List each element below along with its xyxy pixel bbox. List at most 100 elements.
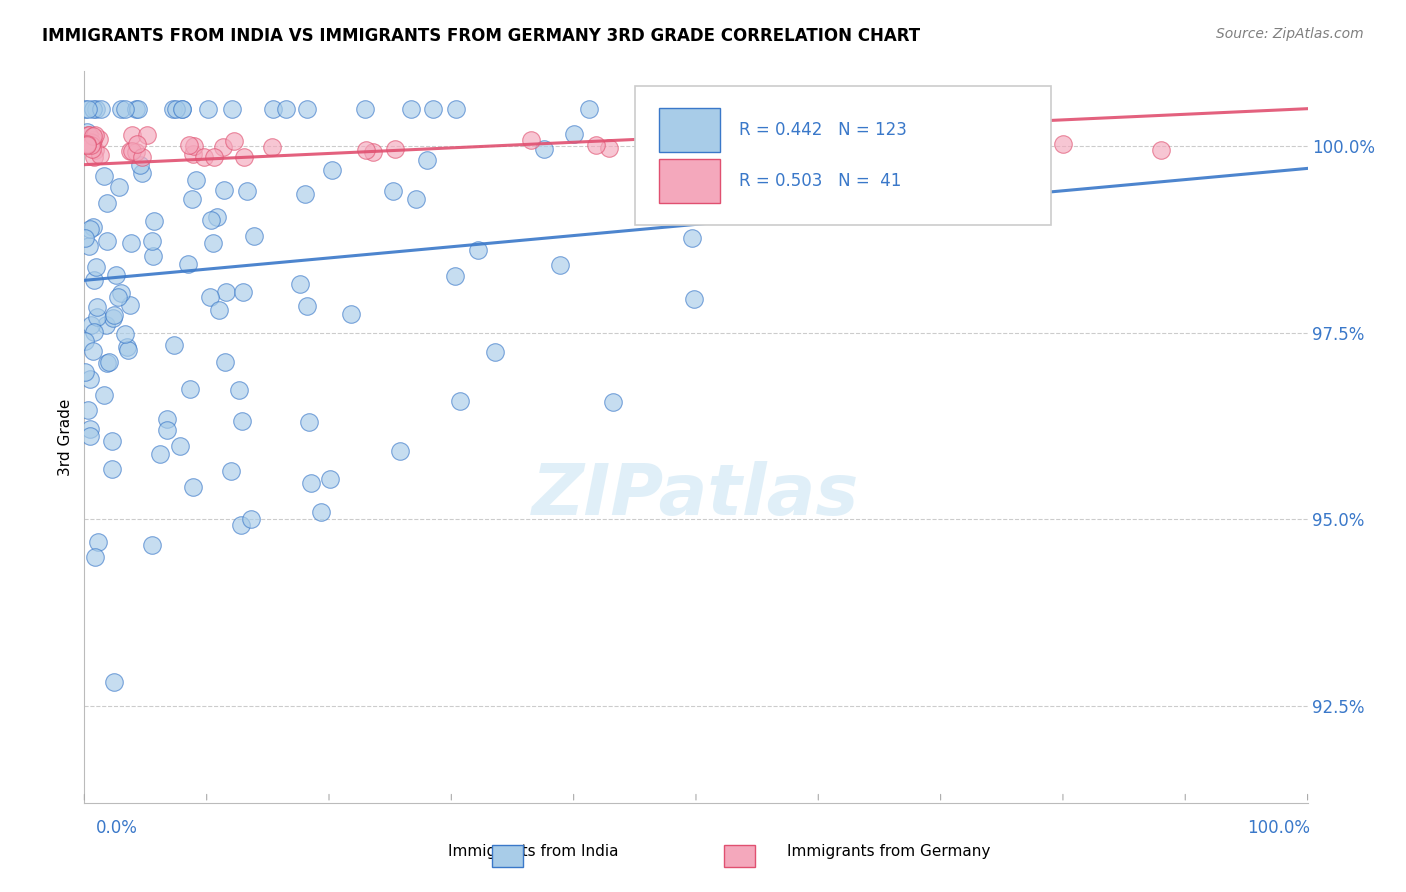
- Point: [83, 150, 105, 164]
- Point: [79, 222, 101, 236]
- Point: [602, 394, 624, 409]
- Point: [120, 298, 142, 312]
- Point: [384, 141, 406, 155]
- Point: [578, 102, 600, 116]
- Point: [83, 272, 105, 286]
- Point: [647, 186, 669, 200]
- Point: [388, 444, 411, 458]
- Point: [177, 137, 200, 152]
- Point: [75, 365, 97, 379]
- Point: [231, 414, 253, 428]
- Point: [807, 154, 830, 169]
- Point: [77, 128, 100, 142]
- Point: [288, 277, 311, 291]
- Point: [198, 290, 221, 304]
- Text: R = 0.503   N =  41: R = 0.503 N = 41: [738, 172, 901, 190]
- Point: [533, 142, 555, 156]
- Point: [183, 147, 205, 161]
- Point: [79, 372, 101, 386]
- Point: [658, 178, 681, 192]
- Point: [141, 538, 163, 552]
- Point: [212, 140, 235, 154]
- Point: [354, 143, 377, 157]
- Point: [1052, 136, 1074, 151]
- Point: [239, 511, 262, 525]
- FancyBboxPatch shape: [636, 86, 1050, 225]
- Point: [125, 136, 148, 151]
- Point: [84, 128, 107, 142]
- Point: [162, 102, 184, 116]
- Point: [262, 102, 284, 116]
- Point: [598, 141, 620, 155]
- Point: [75, 102, 97, 116]
- Point: [446, 102, 468, 116]
- Point: [73, 230, 96, 244]
- Point: [177, 257, 200, 271]
- Point: [321, 163, 343, 178]
- Point: [86, 300, 108, 314]
- Point: [262, 140, 284, 154]
- Point: [120, 144, 142, 158]
- Point: [181, 192, 204, 206]
- Point: [129, 159, 152, 173]
- Point: [75, 334, 97, 348]
- Point: [381, 184, 404, 198]
- Point: [929, 146, 952, 161]
- Point: [76, 402, 98, 417]
- Text: R = 0.442   N = 123: R = 0.442 N = 123: [738, 121, 907, 139]
- Point: [201, 236, 224, 251]
- Point: [84, 549, 107, 564]
- Point: [101, 434, 124, 449]
- Text: 0.0%: 0.0%: [96, 819, 138, 837]
- Point: [136, 128, 159, 142]
- Point: [120, 235, 142, 250]
- Point: [82, 219, 104, 234]
- Point: [219, 464, 242, 478]
- Point: [681, 231, 703, 245]
- FancyBboxPatch shape: [659, 159, 720, 203]
- Text: IMMIGRANTS FROM INDIA VS IMMIGRANTS FROM GERMANY 3RD GRADE CORRELATION CHART: IMMIGRANTS FROM INDIA VS IMMIGRANTS FROM…: [42, 27, 921, 45]
- Point: [340, 307, 363, 321]
- Point: [110, 102, 132, 116]
- Point: [243, 229, 266, 244]
- Point: [127, 102, 149, 116]
- Point: [1150, 143, 1173, 157]
- Point: [86, 310, 108, 324]
- Point: [309, 505, 332, 519]
- Point: [76, 125, 98, 139]
- Point: [114, 327, 136, 342]
- Point: [105, 268, 128, 283]
- Point: [416, 153, 439, 167]
- Point: [110, 286, 132, 301]
- Point: [80, 142, 103, 156]
- Point: [683, 293, 706, 307]
- Point: [93, 169, 115, 183]
- Point: [233, 150, 256, 164]
- Point: [103, 308, 125, 322]
- Point: [274, 102, 297, 116]
- Point: [107, 290, 129, 304]
- Point: [231, 518, 253, 533]
- Point: [80, 318, 103, 333]
- Point: [149, 448, 172, 462]
- Point: [131, 150, 153, 164]
- Point: [235, 184, 257, 198]
- Point: [299, 476, 322, 491]
- Point: [399, 102, 422, 116]
- Point: [141, 235, 163, 249]
- Point: [186, 173, 208, 187]
- Point: [103, 675, 125, 690]
- Point: [205, 210, 228, 224]
- Text: Immigrants from India: Immigrants from India: [449, 845, 619, 859]
- Point: [73, 137, 96, 152]
- Point: [125, 145, 148, 159]
- Point: [108, 179, 131, 194]
- Point: [156, 412, 179, 426]
- Point: [709, 102, 731, 116]
- Point: [548, 258, 571, 272]
- Point: [79, 422, 101, 436]
- Point: [444, 269, 467, 284]
- Point: [96, 356, 118, 370]
- Point: [215, 285, 238, 299]
- Point: [82, 343, 104, 358]
